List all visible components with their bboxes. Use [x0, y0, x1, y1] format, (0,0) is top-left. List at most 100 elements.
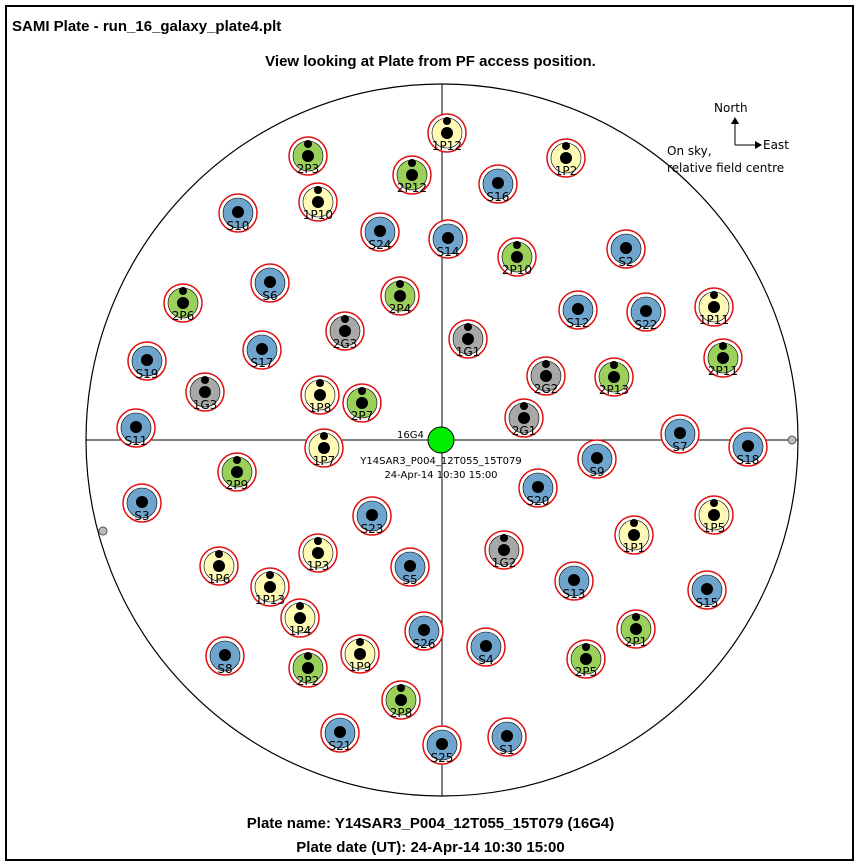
fibre-2p11: 2P11	[703, 338, 743, 378]
fibre-arm-dot	[582, 643, 590, 651]
fibre-dot	[442, 232, 454, 244]
fibre-label: 2P4	[389, 302, 412, 316]
fibre-dot	[462, 333, 474, 345]
fibre-layer: 1P12 2P3 2P12 1P2 S16 1P10 S10 S24 S14 2P10 S2 S6 2P…	[116, 113, 768, 765]
fibre-label: S24	[369, 238, 392, 252]
fibre-dot	[717, 352, 729, 364]
fibre-1p5: 1P5	[694, 495, 734, 535]
fibre-dot	[630, 623, 642, 635]
fibre-dot	[572, 303, 584, 315]
fibre-label: 1P2	[555, 164, 578, 178]
fibre-dot	[580, 653, 592, 665]
fibre-1g3: 1G3	[185, 372, 225, 412]
compass: North East On sky, relative field centre	[667, 101, 789, 175]
fibre-arm-dot	[396, 280, 404, 288]
fibre-label: 1P9	[349, 660, 372, 674]
fibre-2p9: 2P9	[217, 452, 257, 492]
fibre-s7: S7	[660, 414, 700, 454]
fibre-arm-dot	[296, 602, 304, 610]
fibre-1g2: 1G2	[484, 530, 524, 570]
fibre-dot	[498, 544, 510, 556]
fibre-label: 1P3	[307, 559, 330, 573]
fibre-s6: S6	[250, 263, 290, 303]
fibre-dot	[256, 343, 268, 355]
fibre-label: S22	[635, 318, 658, 332]
fibre-label: 1P1	[623, 541, 646, 555]
fibre-1g1: 1G1	[448, 319, 488, 359]
view-title: View looking at Plate from PF access pos…	[265, 53, 596, 70]
fibre-s12: S12	[558, 290, 598, 330]
fibre-label: 2G1	[512, 424, 537, 438]
centre-date-line: 24-Apr-14 10:30 15:00	[384, 470, 497, 481]
fibre-s4: S4	[466, 627, 506, 667]
fibre-1p1: 1P1	[614, 515, 654, 555]
fibre-dot	[314, 389, 326, 401]
fibre-label: S1	[499, 743, 514, 757]
fibre-arm-dot	[500, 534, 508, 542]
fibre-dot	[404, 560, 416, 572]
fibre-s13: S13	[554, 561, 594, 601]
fibre-s24: S24	[360, 212, 400, 252]
fibre-dot	[568, 574, 580, 586]
fibre-dot	[492, 177, 504, 189]
fibre-label: 1P8	[309, 401, 332, 415]
fibre-dot	[441, 127, 453, 139]
fibre-label: S25	[431, 751, 454, 765]
fibre-dot	[374, 225, 386, 237]
centre-plate-line: Y14SAR3_P004_12T055_15T079	[359, 456, 521, 467]
fibre-arm-dot	[201, 376, 209, 384]
fibre-arm-dot	[710, 499, 718, 507]
fibre-dot	[318, 442, 330, 454]
fibre-s11: S11	[116, 408, 156, 448]
fibre-dot	[708, 301, 720, 313]
fibre-label: 1G2	[492, 556, 517, 570]
fibre-label: S21	[329, 739, 352, 753]
fibre-dot	[674, 427, 686, 439]
fibre-dot	[701, 583, 713, 595]
fibre-label: S13	[563, 587, 586, 601]
fibre-2p12: 2P12	[392, 155, 432, 195]
fibre-label: 1P5	[703, 521, 726, 535]
fibre-dot	[540, 370, 552, 382]
fibre-label: 2P10	[502, 263, 532, 277]
fibre-dot	[356, 397, 368, 409]
fibre-arm-dot	[304, 140, 312, 148]
fibre-label: S18	[737, 453, 760, 467]
edge-marker-left	[98, 526, 108, 536]
fibre-label: 2P9	[226, 478, 249, 492]
fibre-dot	[213, 560, 225, 572]
fibre-s19: S19	[127, 341, 167, 381]
fibre-s16: S16	[478, 164, 518, 204]
fibre-1p6: 1P6	[199, 546, 239, 586]
fibre-dot	[418, 624, 430, 636]
fibre-label: S6	[262, 289, 277, 303]
fibre-s2: S2	[606, 229, 646, 269]
fibre-s18: S18	[728, 427, 768, 467]
fibre-arm-dot	[356, 638, 364, 646]
fibre-dot	[620, 242, 632, 254]
window-title: SAMI Plate - run_16_galaxy_plate4.plt	[12, 18, 282, 35]
fibre-label: S14	[437, 245, 460, 259]
fibre-2p5: 2P5	[566, 639, 606, 679]
fibre-dot	[628, 529, 640, 541]
fibre-dot	[742, 440, 754, 452]
fibre-arm-dot	[358, 387, 366, 395]
fibre-s26: S26	[404, 611, 444, 651]
fibre-dot	[302, 662, 314, 674]
fibre-2p6: 2P6	[163, 283, 203, 323]
fibre-label: S20	[527, 494, 550, 508]
fibre-2p1: 2P1	[616, 609, 656, 649]
fibre-dot	[177, 297, 189, 309]
fibre-label: 2P1	[625, 635, 648, 649]
fibre-dot	[141, 354, 153, 366]
fibre-dot	[591, 452, 603, 464]
fibre-s9: S9	[577, 439, 617, 479]
compass-note-line2: relative field centre	[667, 161, 784, 175]
fibre-arm-dot	[233, 456, 241, 464]
central-guide-marker	[427, 426, 455, 454]
fibre-dot	[608, 371, 620, 383]
fibre-label: 2P3	[297, 162, 320, 176]
fibre-label: S5	[402, 573, 417, 587]
fibre-1p7: 1P7	[304, 428, 344, 468]
fibre-label: 1P7	[313, 454, 336, 468]
